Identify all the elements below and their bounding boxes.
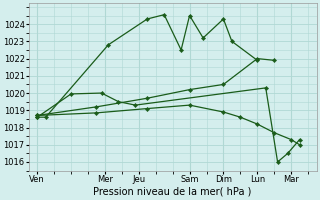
X-axis label: Pression niveau de la mer( hPa ): Pression niveau de la mer( hPa ) xyxy=(93,187,252,197)
